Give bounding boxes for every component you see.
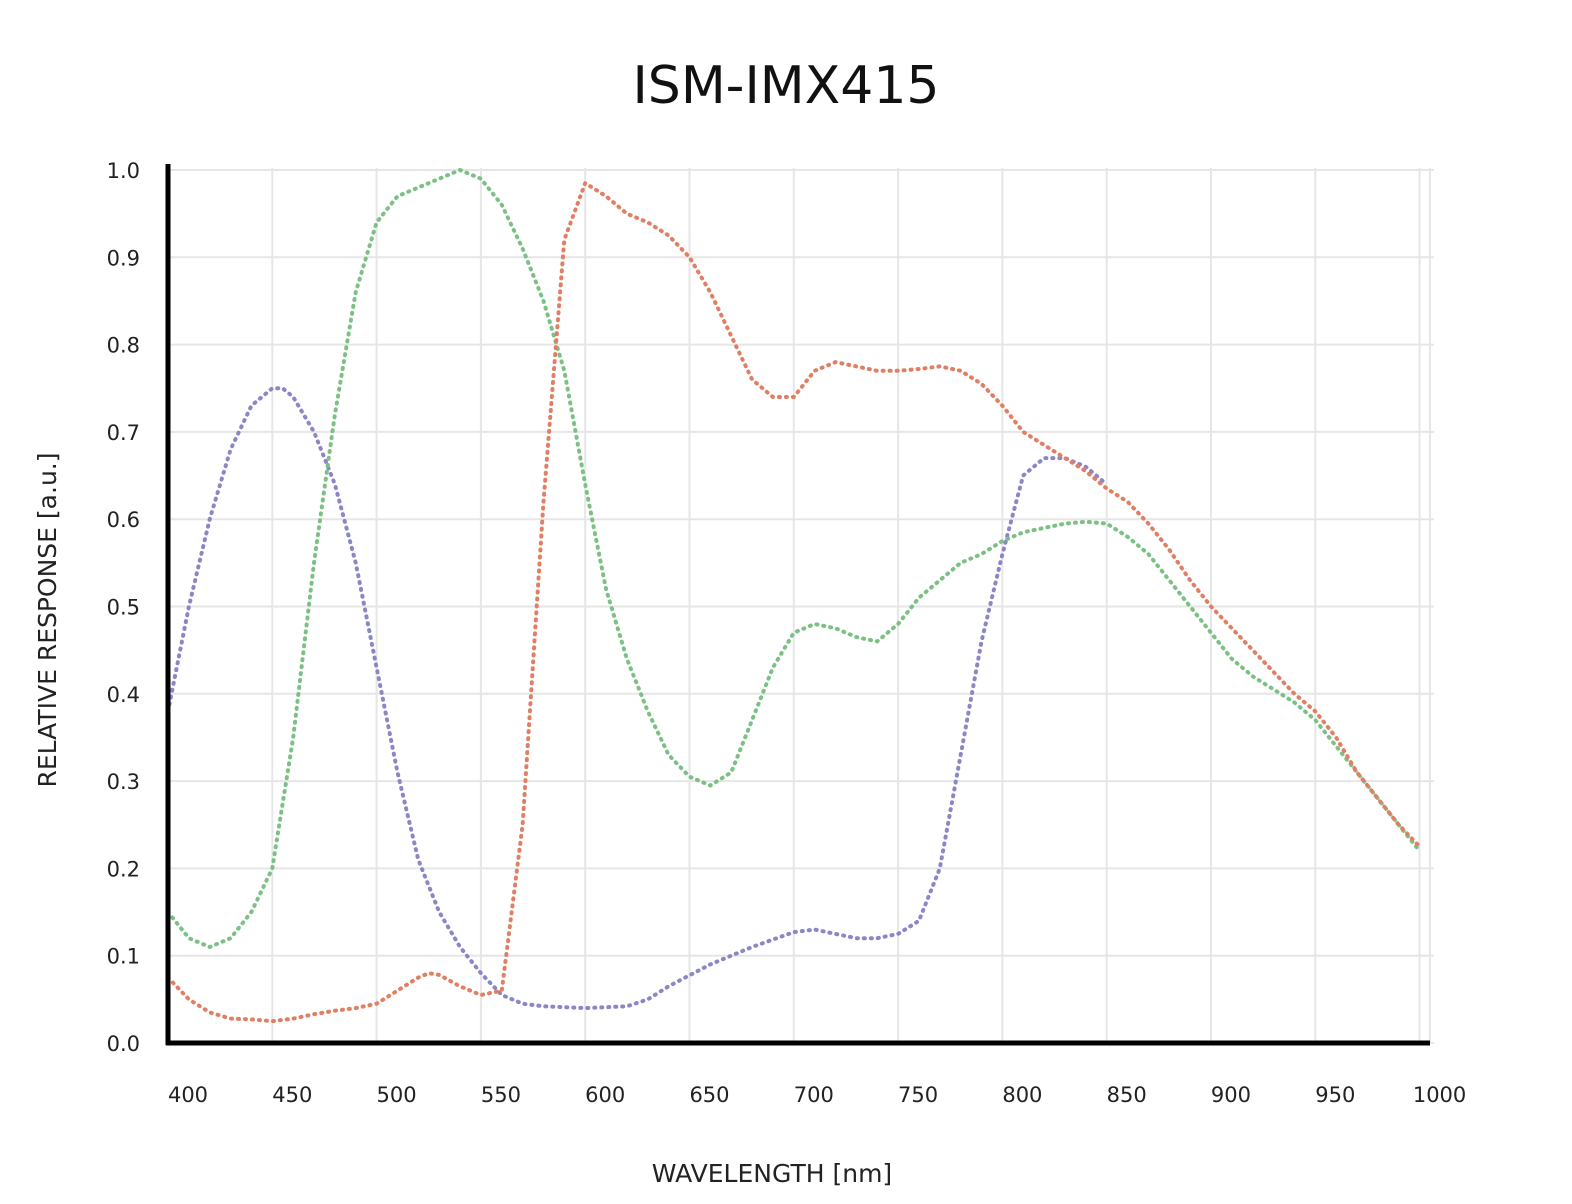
series-line-3	[166, 180, 1422, 1024]
x-axis-title: WAVELENGTH [nm]	[652, 1159, 892, 1188]
x-tick-label: 800	[1002, 1083, 1042, 1107]
x-tick-label: 400	[168, 1083, 208, 1107]
y-tick-label: 0.7	[107, 421, 140, 445]
series-line-2	[166, 167, 1422, 950]
y-tick-label: 0.2	[107, 857, 140, 881]
x-tick-label: 850	[1107, 1083, 1147, 1107]
y-tick-label: 0.1	[107, 945, 140, 969]
axes	[165, 164, 1430, 1046]
grid-lines	[167, 168, 1434, 1044]
x-tick-label: 950	[1315, 1083, 1355, 1107]
y-tick-label: 0.5	[107, 596, 140, 620]
x-tick-label: 700	[794, 1083, 834, 1107]
x-tick-label: 650	[689, 1083, 729, 1107]
series-line-1	[166, 386, 1109, 1011]
y-tick-label: 0.3	[107, 770, 140, 794]
series-group	[166, 167, 1422, 1024]
x-tick-labels: 400 450 500 550 600 650 700 750 800 850 900 950 1000	[168, 1083, 1466, 1107]
y-tick-label: 1.0	[107, 159, 140, 183]
y-tick-label: 0.8	[107, 334, 140, 358]
x-tick-label: 550	[481, 1083, 521, 1107]
y-tick-labels: 0.0 0.1 0.2 0.3 0.4 0.5 0.6 0.7 0.8 0.9 1.0	[107, 159, 140, 1056]
y-tick-label: 0.9	[107, 246, 140, 270]
y-tick-label: 0.6	[107, 508, 140, 532]
y-axis-title: RELATIVE RESPONSE [a.u.]	[33, 453, 62, 788]
x-tick-label: 450	[272, 1083, 312, 1107]
x-tick-label: 1000	[1413, 1083, 1466, 1107]
y-tick-label: 0.4	[107, 683, 140, 707]
x-tick-label: 750	[898, 1083, 938, 1107]
x-tick-label: 500	[377, 1083, 417, 1107]
y-tick-label: 0.0	[107, 1032, 140, 1056]
chart-title: ISM-IMX415	[632, 56, 939, 116]
x-tick-label: 900	[1211, 1083, 1251, 1107]
x-tick-label: 600	[585, 1083, 625, 1107]
